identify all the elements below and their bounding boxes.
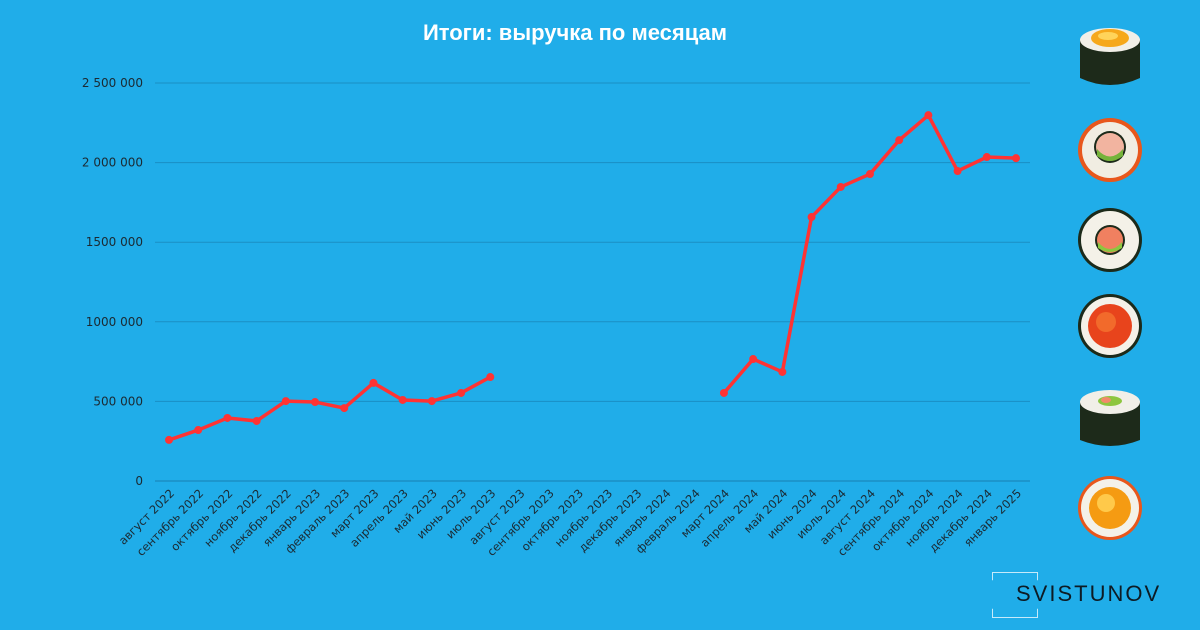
data-point bbox=[194, 426, 203, 435]
data-point bbox=[778, 367, 787, 376]
data-point bbox=[281, 397, 290, 406]
data-point bbox=[369, 378, 378, 387]
data-point bbox=[807, 213, 816, 222]
data-point bbox=[457, 388, 466, 397]
y-tick-label: 1000 000 bbox=[86, 315, 143, 329]
logo-text: SVISTUNOV bbox=[1016, 581, 1162, 606]
y-tick-label: 2 500 000 bbox=[82, 76, 143, 90]
data-point bbox=[1012, 154, 1020, 163]
data-point bbox=[486, 373, 495, 382]
data-point bbox=[924, 111, 933, 120]
data-point bbox=[223, 413, 232, 422]
sushi-roll-nori-icon bbox=[1080, 390, 1140, 446]
series-line bbox=[722, 113, 1017, 395]
chart-title: Итоги: выручка по месяцам bbox=[422, 20, 728, 45]
data-point bbox=[865, 170, 874, 179]
data-point bbox=[719, 388, 728, 397]
y-tick-label: 500 000 bbox=[93, 394, 143, 408]
data-point bbox=[427, 397, 436, 406]
sushi-roll-yolk-icon bbox=[1078, 476, 1142, 540]
data-point bbox=[749, 355, 758, 364]
y-tick-label: 0 bbox=[135, 474, 143, 488]
series-line bbox=[168, 375, 492, 442]
data-point bbox=[340, 404, 349, 413]
sushi-roll-avocado-icon bbox=[1078, 208, 1142, 272]
data-point bbox=[398, 395, 407, 404]
y-tick-label: 2 000 000 bbox=[82, 156, 143, 170]
sushi-roll-salmon-avocado-icon bbox=[1078, 118, 1142, 182]
sushi-roll-egg-icon bbox=[1080, 28, 1140, 85]
data-point bbox=[311, 398, 320, 407]
y-tick-label: 1500 000 bbox=[86, 235, 143, 249]
sushi-roll-caviar-icon bbox=[1078, 294, 1142, 358]
data-point bbox=[953, 167, 962, 176]
data-point bbox=[165, 435, 173, 444]
logo: SVISTUNOV bbox=[992, 572, 1159, 618]
data-point bbox=[895, 136, 904, 145]
data-point bbox=[982, 153, 991, 162]
data-point bbox=[836, 182, 845, 191]
data-point bbox=[252, 416, 261, 425]
